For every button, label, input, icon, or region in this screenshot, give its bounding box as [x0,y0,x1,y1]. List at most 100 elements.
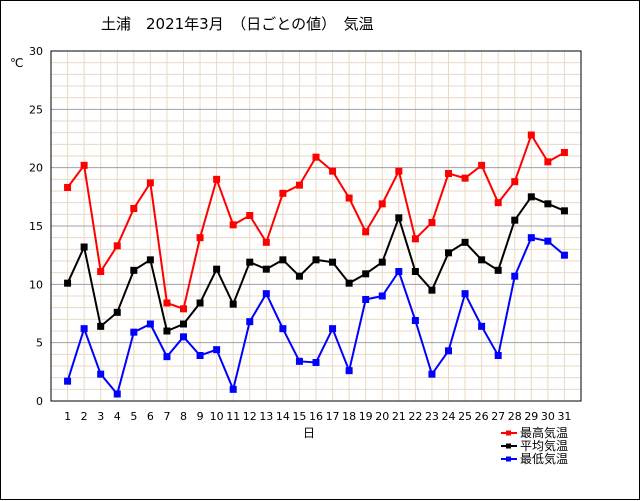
plot-area-border [50,50,582,402]
data-point [196,352,204,359]
legend-item: 最高気温 [501,425,568,440]
data-point [312,256,320,264]
data-point [478,256,486,264]
data-point [279,325,287,333]
data-point [64,279,72,287]
data-point [80,161,88,169]
data-point [196,234,204,242]
data-point [560,251,568,259]
data-point [428,286,436,294]
legend-marker [506,456,511,462]
data-point [345,367,353,375]
x-tick-label: 30 [541,410,555,423]
data-point [146,179,154,187]
data-point [246,318,254,326]
x-tick-label: 24 [442,410,456,423]
data-point [213,346,221,354]
x-tick-label: 10 [210,410,224,423]
data-point [428,219,436,226]
legend-item: 最低気温 [501,451,568,466]
data-point [345,279,353,287]
series-3 [64,234,568,398]
data-point [130,328,138,336]
series-1 [64,131,568,313]
data-point [411,235,419,243]
x-tick-label: 31 [557,410,571,423]
data-point [312,359,320,366]
data-point [478,322,486,330]
x-tick-label: 21 [392,410,406,423]
data-point [130,205,138,212]
data-point [461,238,469,246]
data-point [229,300,237,308]
grid-lines [51,51,581,401]
data-point [80,243,88,251]
data-point [229,385,237,393]
data-point [544,237,552,245]
y-tick-label: 30 [29,45,43,58]
data-point [97,322,105,330]
data-point [362,270,370,278]
x-tick-label: 9 [197,410,204,423]
data-point [130,266,138,274]
data-point [113,242,121,250]
x-tick-label: 8 [180,410,187,423]
data-point [163,327,171,335]
x-tick-label: 28 [508,410,522,423]
x-tick-label: 13 [259,410,273,423]
x-tick-label: 7 [163,410,170,423]
data-point [295,181,303,189]
x-tick-label: 12 [243,410,257,423]
data-point [163,353,171,361]
series-2 [64,193,568,335]
data-point [527,193,535,201]
data-point [544,200,552,208]
legend-label: 平均気温 [520,438,568,453]
data-point [246,212,254,219]
legend-label: 最低気温 [520,451,568,466]
data-point [180,305,187,313]
data-point [329,258,337,266]
data-point [180,333,187,341]
data-point [395,268,403,275]
legend-item: 平均気温 [501,438,568,453]
x-tick-label: 11 [226,410,240,423]
data-point [494,199,502,207]
data-point [329,325,337,333]
x-tick-label: 23 [425,410,439,423]
series-group [64,131,568,398]
x-axis-label: 日 [303,426,315,440]
x-tick-label: 16 [309,410,323,423]
data-point [97,268,105,275]
x-tick-label: 22 [408,410,422,423]
data-point [345,194,353,202]
data-point [511,272,519,280]
data-point [180,320,187,328]
data-point [262,238,270,246]
data-point [478,161,486,169]
x-tick-label: 17 [326,410,340,423]
data-point [80,325,88,333]
data-point [312,153,320,161]
data-point [395,167,403,175]
x-axis-ticks: 1 2 3 4 5 6 7 8 9 10 11 12 13 14 15 16 17 18 19 20 21 22 23 24 2… [64,410,571,423]
data-point [113,308,121,316]
data-point [97,370,105,378]
y-tick-label: 25 [29,103,43,116]
x-tick-label: 26 [475,410,489,423]
data-point [262,265,270,273]
data-point [163,299,171,307]
data-point [511,216,519,224]
data-point [445,347,452,355]
data-point [329,167,337,175]
data-point [378,258,386,266]
x-tick-label: 15 [292,410,306,423]
x-tick-label: 29 [524,410,538,423]
data-point [362,228,370,236]
data-point [494,352,502,359]
x-tick-label: 20 [375,410,389,423]
legend-label: 最高気温 [520,425,568,440]
x-tick-label: 3 [97,410,104,423]
